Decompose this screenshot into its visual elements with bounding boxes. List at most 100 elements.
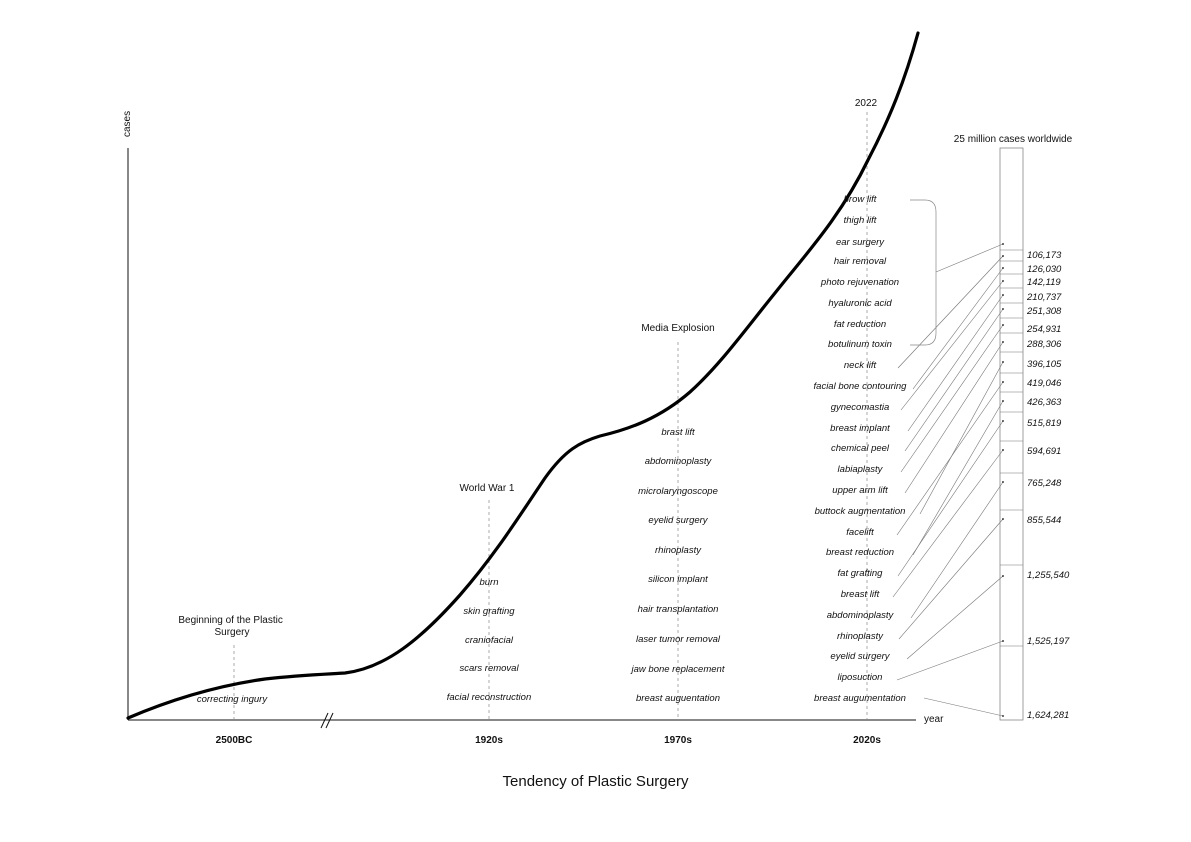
callout-line [904,308,1004,452]
stack-marker [1002,243,1004,245]
procedure-label: upper arm lift [832,485,888,496]
procedure-label: rhinoplasty [655,545,702,556]
axis-break-mark [320,712,329,729]
stack-marker [1002,267,1004,269]
callout-line [923,697,1004,717]
procedure-label: brow lift [844,194,877,205]
callout-line [907,294,1004,432]
stack-value-label: 288,306 [1026,339,1062,350]
callout-line [896,381,1004,536]
callout-lines [892,243,1004,717]
procedure-label: correcting ingury [197,694,268,705]
era-title-line: Beginning of the Plastic [178,615,283,626]
procedure-label: breast implant [830,423,890,434]
stack-value-label: 106,173 [1027,250,1062,261]
x-axis-label: year [924,714,944,725]
callout-line [898,518,1004,640]
procedure-label: skin grafting [463,606,515,617]
callout-line [904,341,1004,494]
x-tick-label: 2020s [853,735,881,746]
era-title: World War 1 [459,483,514,494]
stack-value-label: 254,931 [1026,324,1061,335]
callout-line [900,324,1004,473]
stack-value-label: 419,046 [1027,378,1062,389]
callout-line [897,255,1004,369]
stack-marker [1002,341,1004,343]
stack-value-label: 855,544 [1027,515,1061,526]
bracket [910,199,937,346]
procedure-label: craniofacial [465,635,514,646]
procedure-label: photo rejuvenation [820,277,899,288]
stack-value-label: 765,248 [1027,478,1062,489]
stack-value-label: 210,737 [1026,292,1062,303]
procedure-label: burn [479,577,498,588]
stack-value-label: 142,119 [1027,277,1061,288]
procedure-label: thigh lift [844,215,877,226]
stack-value-label: 126,030 [1027,264,1062,275]
procedure-label: brast lift [661,427,695,438]
stack-marker [1002,575,1004,577]
stack-value-label: 1,255,540 [1027,570,1070,581]
stack-marker [1002,294,1004,296]
stack-marker [1002,308,1004,310]
stack-value-label: 426,363 [1027,397,1062,408]
procedure-label: breast auguentation [636,693,720,704]
stack-marker [1002,640,1004,642]
procedure-label: eyelid surgery [830,651,890,662]
era-title: 2022 [855,98,878,109]
stack-marker [1002,361,1004,363]
procedure-label: eyelid surgery [648,515,708,526]
procedure-label: facial bone contouring [814,381,908,392]
procedure-label: hair removal [834,256,887,267]
procedure-label: buttock augmentation [815,506,906,517]
era-title-line: Surgery [214,627,249,638]
callout-line [912,400,1004,556]
axes: year cases [122,111,944,729]
trend-curve [126,31,920,720]
y-axis-label: cases [122,111,133,137]
x-tick-label: 1920s [475,735,503,746]
procedure-label: breast lift [841,589,880,600]
procedure-label: facial reconstruction [447,692,531,703]
procedure-label: breast augumentation [814,693,906,704]
procedure-label: neck lift [844,360,877,371]
stack-marker [1002,255,1004,257]
procedure-label: rhinoplasty [837,631,884,642]
chart-title: Tendency of Plastic Surgery [502,773,689,790]
era-title: Media Explosion [641,323,714,334]
procedure-label: gynecomastia [831,402,890,413]
callout-line [892,449,1004,598]
stack-value-label: 1,525,197 [1027,636,1070,647]
x-tick-label: 2500BC [216,735,253,746]
procedure-label: labiaplasty [838,464,884,475]
procedure-label: abdominoplasty [827,610,895,621]
procedure-labels: correcting ingury burn skin grafting cranio… [197,194,907,705]
callout-line [900,280,1004,411]
procedure-label: breast reduction [826,547,894,558]
stack-value-label: 251,308 [1026,306,1062,317]
stack-value-label: 515,819 [1027,418,1062,429]
stack-marker [1002,518,1004,520]
procedure-label: fat grafting [838,568,884,579]
procedure-label: laser tumor removal [636,634,721,645]
callout-line [897,420,1004,577]
callout-line [935,243,1004,273]
stack-marker [1002,381,1004,383]
procedure-label: microlaryngoscope [638,486,718,497]
procedure-label: chemical peel [831,443,890,454]
procedure-label: fat reduction [834,319,886,330]
callout-line [919,361,1004,515]
axis-break-mark [325,712,334,729]
procedure-label: hyaluronic acid [828,298,892,309]
stack-value-label: 594,691 [1027,446,1061,457]
procedure-label: hair transplantation [638,604,719,615]
x-tick-label: 1970s [664,735,692,746]
stack-marker [1002,324,1004,326]
stack-marker [1002,715,1004,717]
procedure-label: silicon implant [648,574,708,585]
stack-marker [1002,420,1004,422]
stack-marker [1002,280,1004,282]
stack-bar [999,147,1024,721]
stack-marker [1002,449,1004,451]
